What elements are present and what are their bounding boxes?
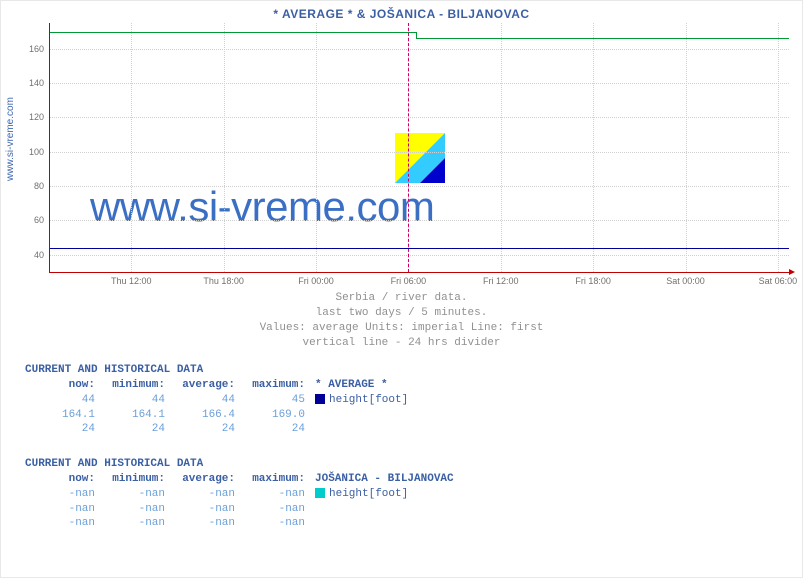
data-cell: -nan — [165, 502, 235, 517]
data-cell: 44 — [25, 393, 95, 408]
chart-caption: Serbia / river data.last two days / 5 mi… — [1, 291, 802, 350]
data-cell: 169.0 — [235, 408, 305, 423]
watermark-logo — [395, 133, 445, 183]
gridline-horizontal — [50, 255, 789, 256]
column-header: minimum: — [95, 378, 165, 393]
gridline-vertical — [131, 23, 132, 272]
gridline-vertical — [778, 23, 779, 272]
data-cell: -nan — [25, 516, 95, 531]
series-field-label: height[foot] — [329, 394, 408, 406]
legend-swatch — [315, 394, 325, 404]
divider-line — [408, 23, 409, 272]
series-label: * AVERAGE * — [315, 378, 388, 393]
data-cell: 24 — [95, 422, 165, 437]
data-cell: 44 — [165, 393, 235, 408]
column-header: now: — [25, 378, 95, 393]
x-tick-label: Sat 00:00 — [666, 276, 705, 286]
caption-line: vertical line - 24 hrs divider — [1, 336, 802, 351]
column-header: maximum: — [235, 472, 305, 487]
gridline-vertical — [224, 23, 225, 272]
y-axis-label: www.si-vreme.com — [5, 97, 16, 181]
column-header: average: — [165, 378, 235, 393]
data-block-heading: CURRENT AND HISTORICAL DATA — [25, 363, 408, 378]
caption-line: last two days / 5 minutes. — [1, 306, 802, 321]
data-cell: 24 — [25, 422, 95, 437]
x-tick-label: Fri 00:00 — [298, 276, 334, 286]
data-row: -nan-nan-nan-nan — [25, 502, 454, 517]
y-tick-label: 120 — [29, 112, 44, 122]
data-row: -nan-nan-nan-nan — [25, 516, 454, 531]
chart-plot-area: www.si-vreme.com 406080100120140160Thu 1… — [49, 23, 789, 273]
data-block-josanica: CURRENT AND HISTORICAL DATAnow:minimum:a… — [25, 457, 454, 531]
data-cell: -nan — [25, 502, 95, 517]
data-block-columns: now:minimum:average:maximum: * AVERAGE * — [25, 378, 408, 393]
x-tick-label: Thu 12:00 — [111, 276, 152, 286]
data-block-average: CURRENT AND HISTORICAL DATAnow:minimum:a… — [25, 363, 408, 437]
x-tick-label: Thu 18:00 — [203, 276, 244, 286]
data-cell: 24 — [235, 422, 305, 437]
gridline-horizontal — [50, 220, 789, 221]
data-cell: -nan — [25, 487, 95, 502]
data-row: 44444445height[foot] — [25, 393, 408, 408]
y-tick-label: 80 — [34, 181, 44, 191]
gridline-horizontal — [50, 83, 789, 84]
y-tick-label: 40 — [34, 250, 44, 260]
data-cell: 44 — [95, 393, 165, 408]
gridline-vertical — [501, 23, 502, 272]
gridline-horizontal — [50, 152, 789, 153]
y-tick-label: 140 — [29, 78, 44, 88]
y-tick-label: 100 — [29, 147, 44, 157]
data-cell: -nan — [165, 487, 235, 502]
caption-line: Serbia / river data. — [1, 291, 802, 306]
data-cell: -nan — [235, 516, 305, 531]
column-header: average: — [165, 472, 235, 487]
gridline-vertical — [686, 23, 687, 272]
series-field-label: height[foot] — [329, 488, 408, 500]
watermark-text: www.si-vreme.com — [90, 183, 434, 231]
column-header: minimum: — [95, 472, 165, 487]
series-label: JOŠANICA - BILJANOVAC — [315, 472, 454, 487]
data-cell: -nan — [95, 516, 165, 531]
gridline-horizontal — [50, 186, 789, 187]
data-block-columns: now:minimum:average:maximum: JOŠANICA - B… — [25, 472, 454, 487]
data-row: 24242424 — [25, 422, 408, 437]
gridline-vertical — [316, 23, 317, 272]
data-cell: 166.4 — [165, 408, 235, 423]
gridline-horizontal — [50, 49, 789, 50]
gridline-horizontal — [50, 117, 789, 118]
series-line-average — [50, 248, 789, 249]
data-cell: 164.1 — [95, 408, 165, 423]
data-cell: 164.1 — [25, 408, 95, 423]
x-tick-label: Fri 18:00 — [575, 276, 611, 286]
series-line-josanica — [50, 32, 416, 33]
data-block-heading: CURRENT AND HISTORICAL DATA — [25, 457, 454, 472]
chart-title: * AVERAGE * & JOŠANICA - BILJANOVAC — [1, 7, 802, 21]
column-header: maximum: — [235, 378, 305, 393]
data-row: -nan-nan-nan-nanheight[foot] — [25, 487, 454, 502]
y-tick-label: 160 — [29, 44, 44, 54]
series-line-josanica — [416, 38, 789, 39]
data-cell: -nan — [95, 487, 165, 502]
gridline-vertical — [593, 23, 594, 272]
data-cell: -nan — [165, 516, 235, 531]
legend-swatch — [315, 488, 325, 498]
series-line-josanica — [416, 32, 417, 39]
data-cell: -nan — [235, 502, 305, 517]
data-cell: 45 — [235, 393, 305, 408]
data-row: 164.1164.1166.4169.0 — [25, 408, 408, 423]
data-cell: 24 — [165, 422, 235, 437]
x-tick-label: Sat 06:00 — [759, 276, 798, 286]
x-tick-label: Fri 06:00 — [391, 276, 427, 286]
data-cell: -nan — [235, 487, 305, 502]
caption-line: Values: average Units: imperial Line: fi… — [1, 321, 802, 336]
column-header: now: — [25, 472, 95, 487]
data-cell: -nan — [95, 502, 165, 517]
x-tick-label: Fri 12:00 — [483, 276, 519, 286]
y-tick-label: 60 — [34, 215, 44, 225]
